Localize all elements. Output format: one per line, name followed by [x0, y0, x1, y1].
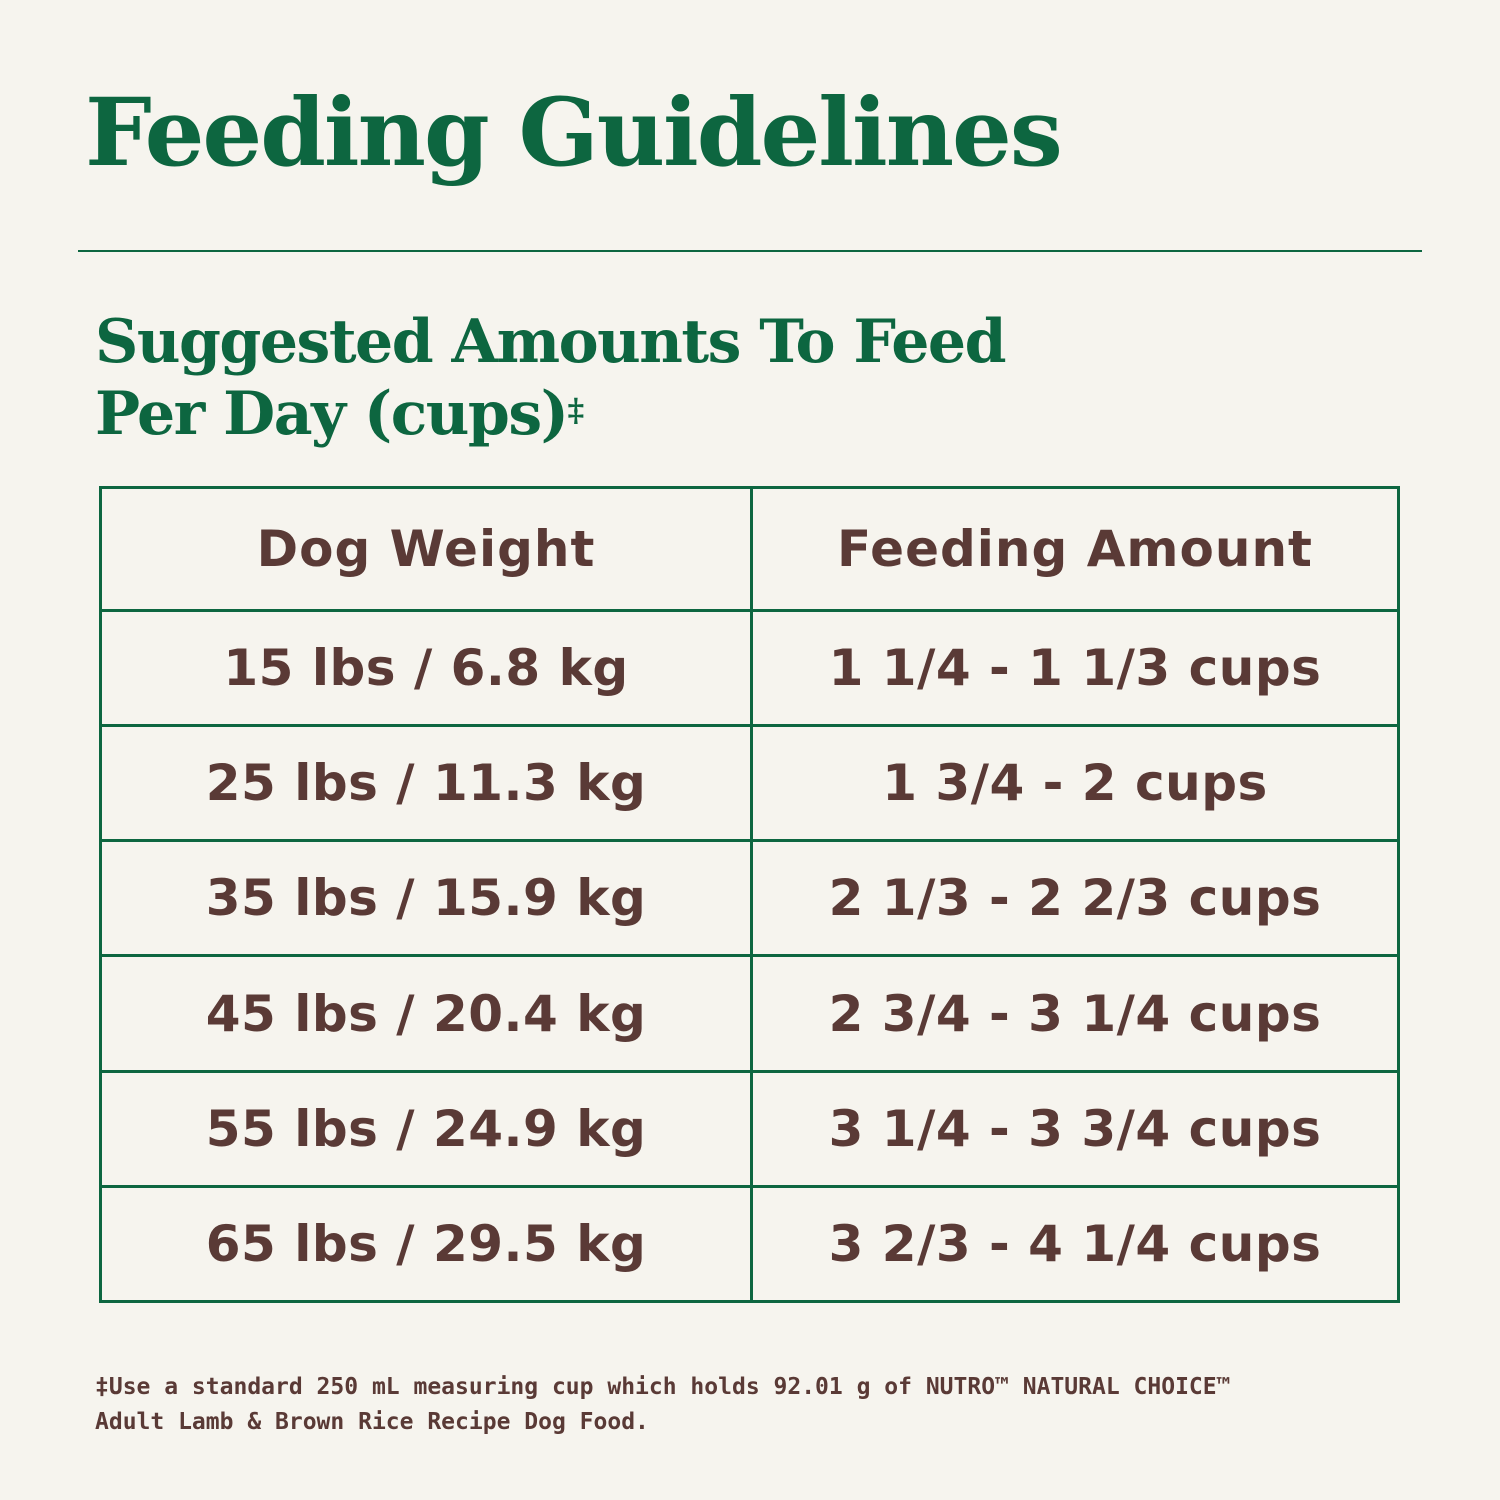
table-row: 25 lbs / 11.3 kg 1 3/4 - 2 cups	[99, 724, 1400, 843]
dog-weight-cell: 35 lbs / 15.9 kg	[99, 839, 753, 958]
footnote-mark: ‡	[567, 391, 585, 429]
footnote-line2: Adult Lamb & Brown Rice Recipe Dog Food.	[95, 1409, 649, 1435]
header-dog-weight: Dog Weight	[99, 486, 753, 612]
subtitle-line2: Per Day (cups)	[95, 379, 569, 449]
dog-weight-cell: 45 lbs / 20.4 kg	[99, 954, 753, 1073]
dog-weight-cell: 65 lbs / 29.5 kg	[99, 1184, 753, 1304]
table-row: 35 lbs / 15.9 kg 2 1/3 - 2 2/3 cups	[99, 839, 1400, 958]
table-header-row: Dog Weight Feeding Amount	[99, 486, 1400, 612]
table-row: 65 lbs / 29.5 kg 3 2/3 - 4 1/4 cups	[99, 1184, 1400, 1304]
header-feeding-amount: Feeding Amount	[750, 486, 1400, 612]
feeding-amount-cell: 3 1/4 - 3 3/4 cups	[750, 1069, 1400, 1188]
subtitle-line1: Suggested Amounts To Feed	[95, 307, 1007, 377]
table-row: 15 lbs / 6.8 kg 1 1/4 - 1 1/3 cups	[99, 608, 1400, 728]
page-title: Feeding Guidelines	[85, 78, 1063, 188]
feeding-amount-cell: 2 3/4 - 3 1/4 cups	[750, 954, 1400, 1073]
divider	[78, 250, 1422, 252]
table-row: 55 lbs / 24.9 kg 3 1/4 - 3 3/4 cups	[99, 1069, 1400, 1188]
footnote: ‡Use a standard 250 mL measuring cup whi…	[95, 1370, 1230, 1440]
dog-weight-cell: 25 lbs / 11.3 kg	[99, 724, 753, 843]
dog-weight-cell: 55 lbs / 24.9 kg	[99, 1069, 753, 1188]
feeding-table: Dog Weight Feeding Amount 15 lbs / 6.8 k…	[99, 486, 1400, 1304]
subtitle: Suggested Amounts To Feed Per Day (cups)‡	[95, 306, 1007, 450]
footnote-line1: ‡Use a standard 250 mL measuring cup whi…	[95, 1374, 1231, 1400]
dog-weight-cell: 15 lbs / 6.8 kg	[99, 608, 753, 728]
feeding-amount-cell: 1 1/4 - 1 1/3 cups	[750, 608, 1400, 728]
feeding-amount-cell: 3 2/3 - 4 1/4 cups	[750, 1184, 1400, 1304]
feeding-amount-cell: 1 3/4 - 2 cups	[750, 724, 1400, 843]
table-row: 45 lbs / 20.4 kg 2 3/4 - 3 1/4 cups	[99, 954, 1400, 1073]
feeding-amount-cell: 2 1/3 - 2 2/3 cups	[750, 839, 1400, 958]
